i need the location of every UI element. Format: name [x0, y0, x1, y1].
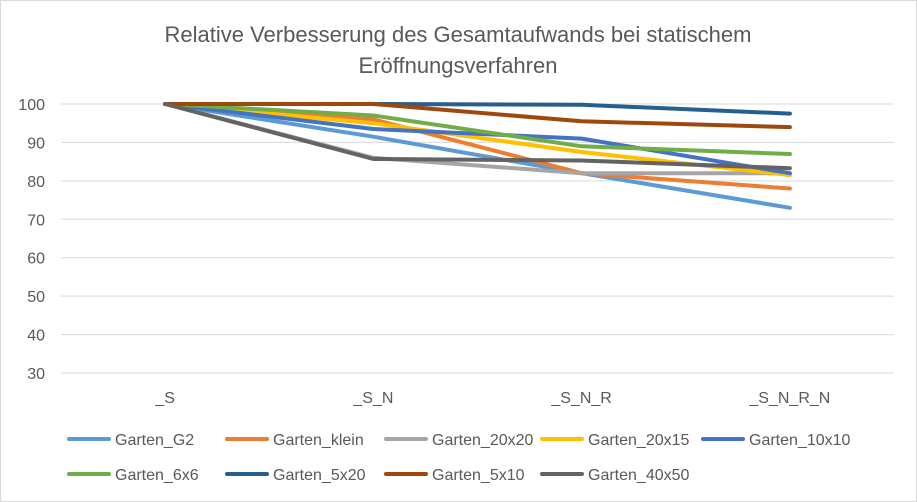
- legend: Garten_G2 Garten_klein Garten_20x20 Garten_…: [67, 432, 851, 484]
- y-tick-label: 70: [27, 212, 45, 229]
- legend-label: Garten_5x10: [432, 467, 525, 484]
- series-line-garten-5x10: [163, 102, 792, 130]
- legend-item: Garten_40x50: [540, 467, 690, 484]
- y-tick-label: 60: [27, 251, 45, 268]
- legend-label: Garten_40x50: [588, 467, 690, 484]
- legend-label: Garten_6x6: [115, 467, 199, 484]
- y-tick-label: 50: [27, 289, 45, 306]
- x-tick-label: _S_N_R: [550, 390, 611, 407]
- series-lines: [163, 102, 792, 210]
- y-tick-label: 40: [27, 328, 45, 345]
- legend-item: Garten_20x15: [540, 432, 690, 449]
- chart-title-line-1: Relative Verbesserung des Gesamtaufwands…: [165, 22, 752, 47]
- chart-title: Relative Verbesserung des Gesamtaufwands…: [165, 22, 752, 78]
- series-line-garten-10x10: [163, 102, 792, 176]
- legend-item: Garten_6x6: [67, 467, 199, 484]
- x-tick-label: _S_N: [352, 390, 393, 407]
- y-axis-ticks: 30 40 50 60 70 80 90 100: [18, 97, 45, 383]
- legend-item: Garten_5x10: [384, 467, 525, 484]
- series-line-garten-g2: [163, 102, 792, 210]
- legend-label: Garten_5x20: [273, 467, 366, 484]
- legend-item: Garten_5x20: [225, 467, 366, 484]
- series-line-garten-6x6: [163, 102, 792, 156]
- legend-item: Garten_klein: [225, 432, 364, 449]
- legend-label: Garten_10x10: [749, 432, 851, 449]
- x-tick-label: _S_N_R_N: [748, 390, 830, 407]
- gridlines: [61, 103, 894, 374]
- y-tick-label: 90: [27, 135, 45, 152]
- legend-label: Garten_klein: [273, 432, 364, 449]
- legend-label: Garten_G2: [115, 432, 194, 449]
- chart-title-line-2: Eröffnungsverfahren: [359, 53, 558, 78]
- series-line-garten-40x50: [163, 102, 792, 171]
- x-axis-ticks: _S _S_N _S_N_R _S_N_R_N: [154, 390, 830, 407]
- legend-item: Garten_G2: [67, 432, 194, 449]
- legend-label: Garten_20x20: [432, 432, 534, 449]
- y-tick-label: 100: [18, 97, 45, 114]
- legend-item: Garten_20x20: [384, 432, 534, 449]
- legend-item: Garten_10x10: [701, 432, 851, 449]
- x-tick-label: _S: [154, 390, 175, 407]
- y-tick-label: 30: [27, 366, 45, 383]
- legend-label: Garten_20x15: [588, 432, 690, 449]
- y-tick-label: 80: [27, 174, 45, 191]
